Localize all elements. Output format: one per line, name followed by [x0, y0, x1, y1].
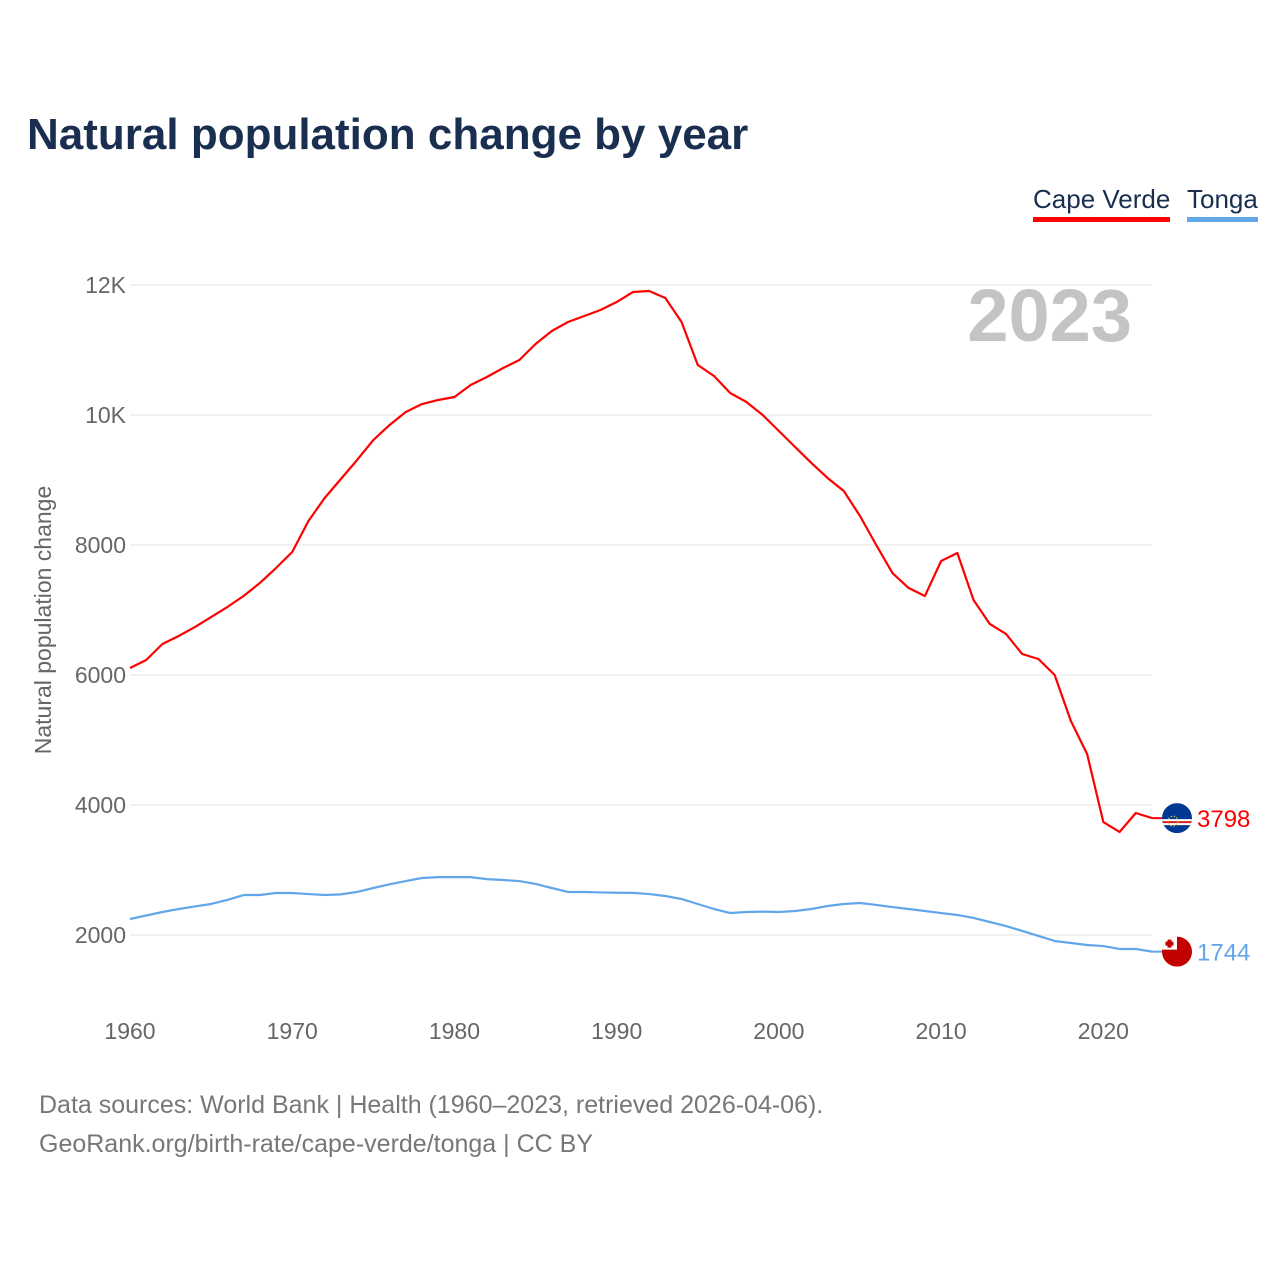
year-watermark: 2023 [967, 274, 1132, 357]
y-axis-label: Natural population change [30, 486, 56, 755]
x-tick-label: 1990 [591, 1018, 642, 1044]
x-tick-label: 1970 [267, 1018, 318, 1044]
legend-cape-verde[interactable]: Cape Verde [1033, 184, 1171, 222]
y-tick-label: 2000 [75, 922, 126, 948]
end-value-label: 3798 [1197, 806, 1250, 833]
chart-title: Natural population change by year [27, 110, 749, 159]
tonga-flag-icon [1162, 936, 1192, 967]
end-value-label: 1744 [1197, 940, 1250, 967]
x-tick-label: 2000 [753, 1018, 804, 1044]
x-tick-label: 2010 [916, 1018, 967, 1044]
y-tick-label: 10K [85, 402, 127, 428]
x-tick-label: 1980 [429, 1018, 480, 1044]
footer: Data sources: World Bank | Health (1960–… [39, 1086, 823, 1164]
y-tick-label: 12K [85, 272, 127, 298]
series-line-tonga[interactable] [129, 876, 1153, 953]
footer-link[interactable]: GeoRank.org/birth-rate/cape-verde/tonga … [39, 1130, 593, 1158]
footer-sources: Data sources: World Bank | Health (1960–… [39, 1091, 824, 1119]
series-line-cape-verde[interactable] [129, 289, 1153, 834]
legend-tonga[interactable]: Tonga [1187, 184, 1258, 222]
cape-verde-flag-icon [1162, 803, 1192, 834]
y-tick-label: 6000 [75, 662, 126, 688]
y-tick-label: 4000 [75, 792, 126, 818]
y-tick-label: 8000 [75, 532, 126, 558]
x-tick-label: 2020 [1078, 1018, 1129, 1044]
x-tick-label: 1960 [104, 1018, 155, 1044]
